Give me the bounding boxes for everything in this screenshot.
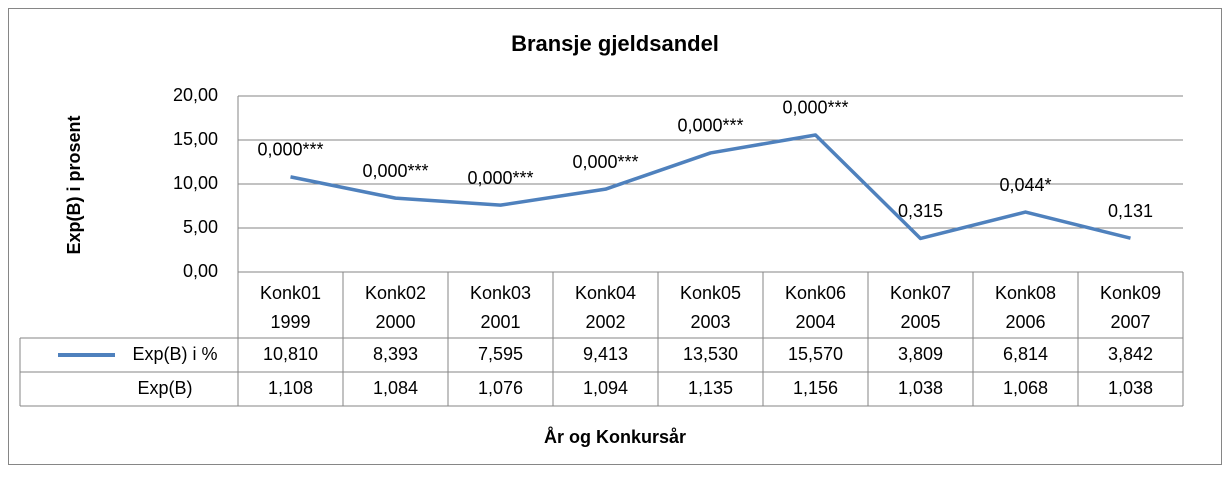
point-label: 0,131: [1108, 201, 1153, 221]
x-tick-label: Konk08: [995, 283, 1056, 303]
table-cell: 3,842: [1108, 344, 1153, 364]
table-cell: 7,595: [478, 344, 523, 364]
point-label: 0,000***: [257, 140, 323, 160]
table-cell: 10,810: [263, 344, 318, 364]
x-tick-label: 2005: [900, 312, 940, 332]
table-cell: 1,156: [793, 378, 838, 398]
x-axis-title: År og Konkursår: [544, 427, 686, 447]
x-tick-label: 2004: [795, 312, 835, 332]
y-tick-label: 20,00: [173, 85, 218, 105]
point-label: 0,000***: [362, 161, 428, 181]
x-tick-label: 2003: [690, 312, 730, 332]
x-tick-label: Konk07: [890, 283, 951, 303]
table-cell: 1,108: [268, 378, 313, 398]
x-tick-label: Konk02: [365, 283, 426, 303]
table-cell: 3,809: [898, 344, 943, 364]
point-label: 0,000***: [572, 152, 638, 172]
table-cell: 1,076: [478, 378, 523, 398]
table-cell: 1,084: [373, 378, 418, 398]
point-label: 0,315: [898, 201, 943, 221]
point-label: 0,000***: [467, 168, 533, 188]
table-cell: 15,570: [788, 344, 843, 364]
x-tick-label: 2001: [480, 312, 520, 332]
x-tick-label: 2007: [1110, 312, 1150, 332]
table-cell: 6,814: [1003, 344, 1048, 364]
point-label: 0,000***: [782, 98, 848, 118]
table-cell: 1,038: [898, 378, 943, 398]
x-tick-label: Konk04: [575, 283, 636, 303]
table-cell: 9,413: [583, 344, 628, 364]
x-tick-label: 1999: [270, 312, 310, 332]
x-tick-label: 2000: [375, 312, 415, 332]
x-tick-label: Konk01: [260, 283, 321, 303]
y-tick-label: 5,00: [183, 217, 218, 237]
y-tick-label: 0,00: [183, 261, 218, 281]
x-tick-label: Konk09: [1100, 283, 1161, 303]
series-line: [290, 133, 1131, 241]
y-axis-title: Exp(B) i prosent: [64, 115, 84, 254]
table-row-label: Exp(B): [137, 378, 192, 398]
chart-title: Bransje gjeldsandel: [511, 31, 719, 56]
table-cell: 1,094: [583, 378, 628, 398]
y-tick-label: 15,00: [173, 129, 218, 149]
table-cell: 1,038: [1108, 378, 1153, 398]
table-cell: 13,530: [683, 344, 738, 364]
point-label: 0,000***: [677, 116, 743, 136]
x-tick-label: Konk06: [785, 283, 846, 303]
x-tick-label: Konk03: [470, 283, 531, 303]
table-cell: 8,393: [373, 344, 418, 364]
y-tick-label: 10,00: [173, 173, 218, 193]
legend-label: Exp(B) i %: [132, 344, 217, 364]
point-label: 0,044*: [999, 175, 1051, 195]
x-tick-label: 2006: [1005, 312, 1045, 332]
chart-border: [8, 8, 1222, 465]
table-cell: 1,135: [688, 378, 733, 398]
x-tick-label: 2002: [585, 312, 625, 332]
x-tick-label: Konk05: [680, 283, 741, 303]
table-cell: 1,068: [1003, 378, 1048, 398]
